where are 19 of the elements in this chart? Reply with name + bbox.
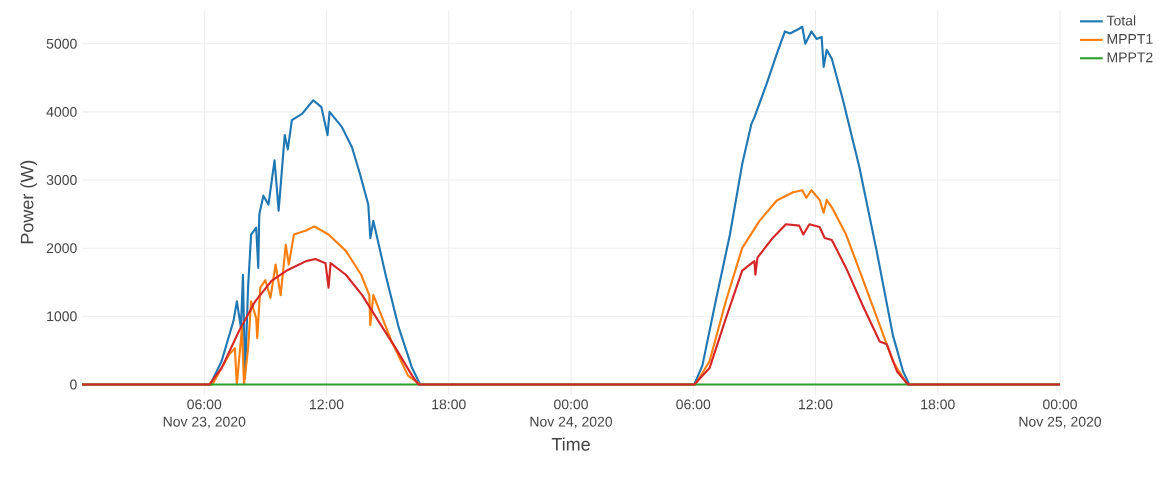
x-axis-title: Time — [551, 437, 590, 451]
x-tick-label: 18:00 — [432, 399, 466, 410]
y-tick-label: 5000 — [46, 38, 77, 49]
x-tick-label: 06:00 — [676, 399, 711, 410]
y-axis-title: Power (W) — [20, 160, 37, 244]
legend-label: MPPT1 — [1107, 34, 1153, 44]
y-tick-label: 2000 — [46, 243, 77, 254]
x-tick-label: 12:00 — [310, 399, 344, 410]
x-tick-label: 18:00 — [921, 399, 955, 410]
legend-label: Total — [1106, 15, 1136, 26]
y-tick-label: 1000 — [47, 311, 77, 322]
legend-label: MPPT2 — [1107, 52, 1153, 63]
y-tick-label: 4000 — [46, 106, 77, 117]
x-tick-label: 00:00 Nov 24, 2020 — [530, 399, 613, 429]
x-tick-label: 06:00 Nov 23, 2020 — [163, 399, 246, 429]
x-tick-label: 12:00 — [799, 399, 833, 410]
y-tick-label: 3000 — [46, 175, 77, 185]
y-tick-label: 0 — [70, 379, 77, 390]
x-tick-label: 00:00 Nov 25, 2020 — [1019, 399, 1102, 429]
